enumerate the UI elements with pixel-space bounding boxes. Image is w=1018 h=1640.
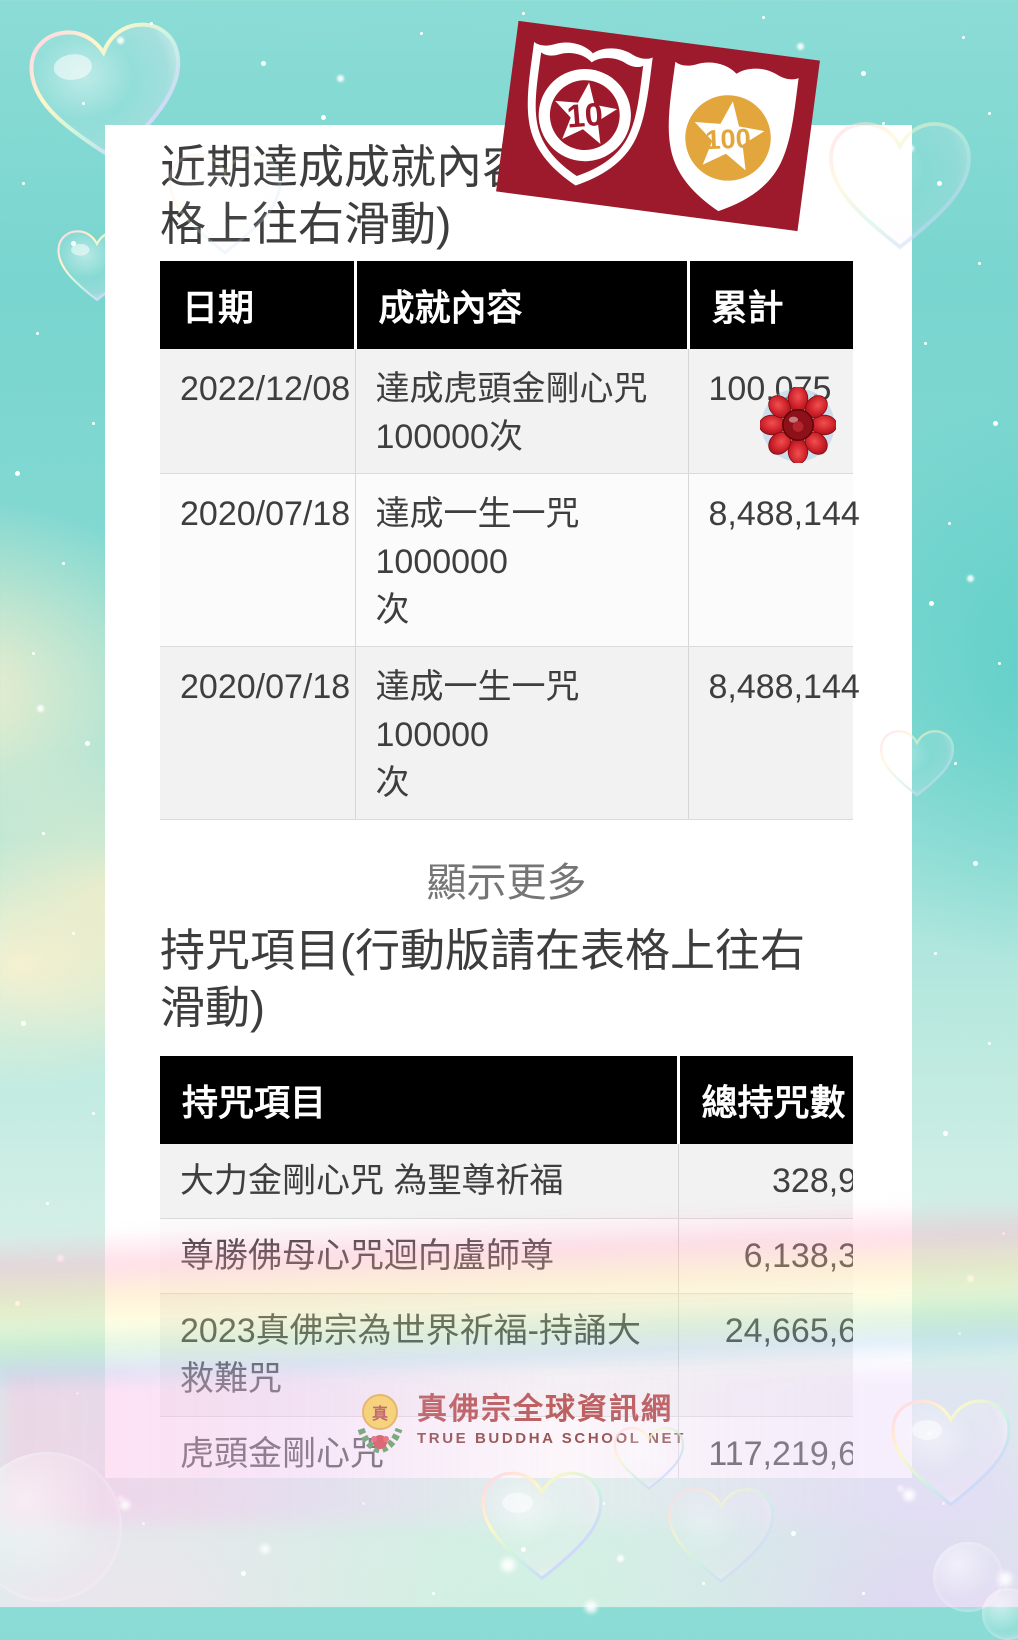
mantra-row: 大力金剛心咒 為聖尊祈福 328,99 [160,1144,853,1219]
achievement-row: 2020/07/18 達成一生一咒100000 次 8,488,144 [160,646,860,820]
achievement-content: 達成一生一咒1000000 次 [355,473,689,647]
svg-text:10: 10 [565,96,604,135]
col-header-content: 成就內容 [355,261,690,349]
heart-bubble-decoration [668,1488,774,1583]
content-card: 近期達成成就內容 格上往右滑動) 日期 成就內容 累計 2022/12/08 達… [105,125,912,1478]
logo-chinese-name: 真佛宗全球資訊網 [417,1393,673,1426]
achievement-row: 2020/07/18 達成一生一咒1000000 次 8,488,144 [160,473,860,647]
sparkle-glows-decoration [0,0,6,6]
achievement-total: 8,488,144 [688,646,860,820]
achievement-date: 2020/07/18 [160,473,356,647]
achievements-table: 日期 成就內容 累計 2022/12/08 達成虎頭金剛心咒 100000次 1… [160,261,860,820]
star-dots-blur-decoration [0,0,5,5]
bubble-decoration [933,1542,1003,1612]
mantra-total: 117,219,68 [678,1416,853,1478]
col-header-total: 累計 [688,261,853,349]
svg-text:100: 100 [705,122,752,155]
star-dots-decoration [0,0,3,3]
mantra-row: 尊勝佛母心咒迴向盧師尊 6,138,36 [160,1218,853,1294]
achievement-date: 2022/12/08 [160,349,356,474]
col-header-date: 日期 [160,261,357,349]
achievement-content: 達成虎頭金剛心咒 100000次 [355,349,689,474]
tbs-logo-emblem-icon: 真 [357,1394,403,1454]
col-header-mantra-item: 持咒項目 [160,1056,680,1144]
badge-100-icon: 100 [656,57,800,220]
achievement-content: 達成一生一咒100000 次 [355,646,689,820]
mantra-item: 大力金剛心咒 為聖尊祈福 [160,1144,679,1219]
mantra-header-row: 持咒項目 總持咒數 [160,1056,853,1144]
bubble-decoration [0,1452,122,1602]
bubble-decoration [982,1588,1018,1640]
mantra-total: 24,665,60 [678,1293,853,1417]
achievements-header-row: 日期 成就內容 累計 [160,261,853,349]
lotus-flower-icon [760,387,836,463]
show-more-link[interactable]: 顯示更多 [426,861,587,905]
achievement-badges-sticker: 10 100 [496,20,820,232]
badge-10-icon: 10 [516,37,654,194]
logo-english-name: TRUE BUDDHA SCHOOL NET [417,1430,686,1447]
achievement-date: 2020/07/18 [160,646,356,820]
svg-text:真: 真 [372,1404,388,1423]
col-header-mantra-total: 總持咒數 [678,1056,853,1144]
mantra-title-line1: 持咒項目(行動版請在表格上往右 [160,925,805,976]
mantra-total: 6,138,36 [678,1218,853,1294]
achievement-total: 8,488,144 [688,473,860,647]
mantra-item: 尊勝佛母心咒迴向盧師尊 [160,1218,679,1294]
true-buddha-school-net-logo[interactable]: 真 真佛宗全球資訊網 TRUE BUDDHA SCHOOL NET [355,1393,686,1455]
heart-bubble-decoration [481,1471,603,1580]
mantra-total: 328,99 [678,1144,853,1219]
mantra-title-line2: 滑動) [160,982,265,1033]
achievement-row: 2022/12/08 達成虎頭金剛心咒 100000次 100,075 [160,349,853,474]
